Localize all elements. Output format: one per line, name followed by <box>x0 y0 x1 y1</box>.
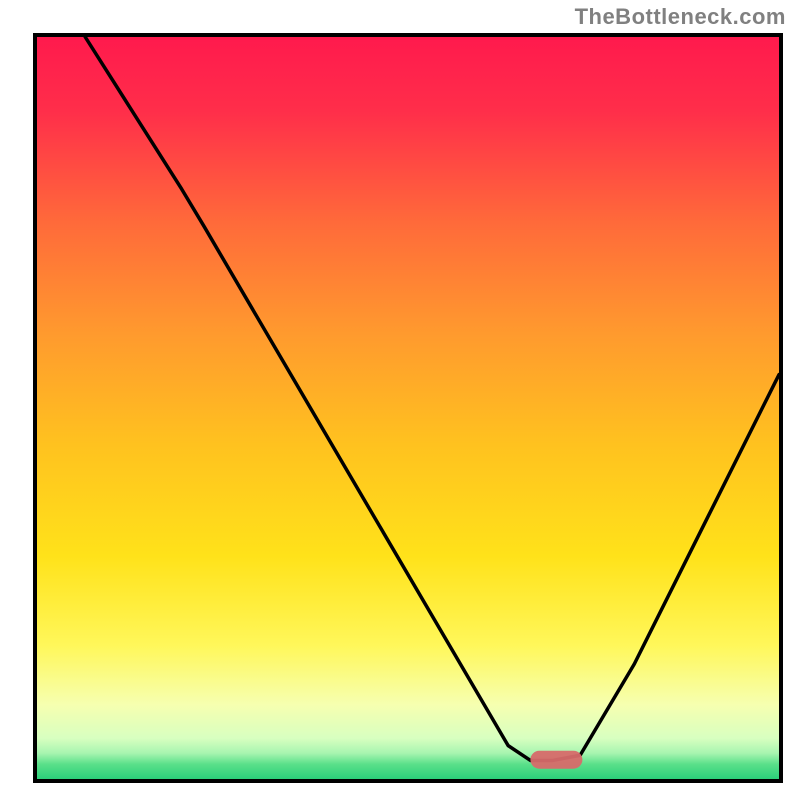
watermark-text: TheBottleneck.com <box>575 4 786 30</box>
gradient-background <box>37 37 779 779</box>
plot-area <box>33 33 783 783</box>
chart-svg <box>33 33 783 783</box>
bottleneck-marker <box>530 751 582 769</box>
chart-container: TheBottleneck.com <box>0 0 800 800</box>
